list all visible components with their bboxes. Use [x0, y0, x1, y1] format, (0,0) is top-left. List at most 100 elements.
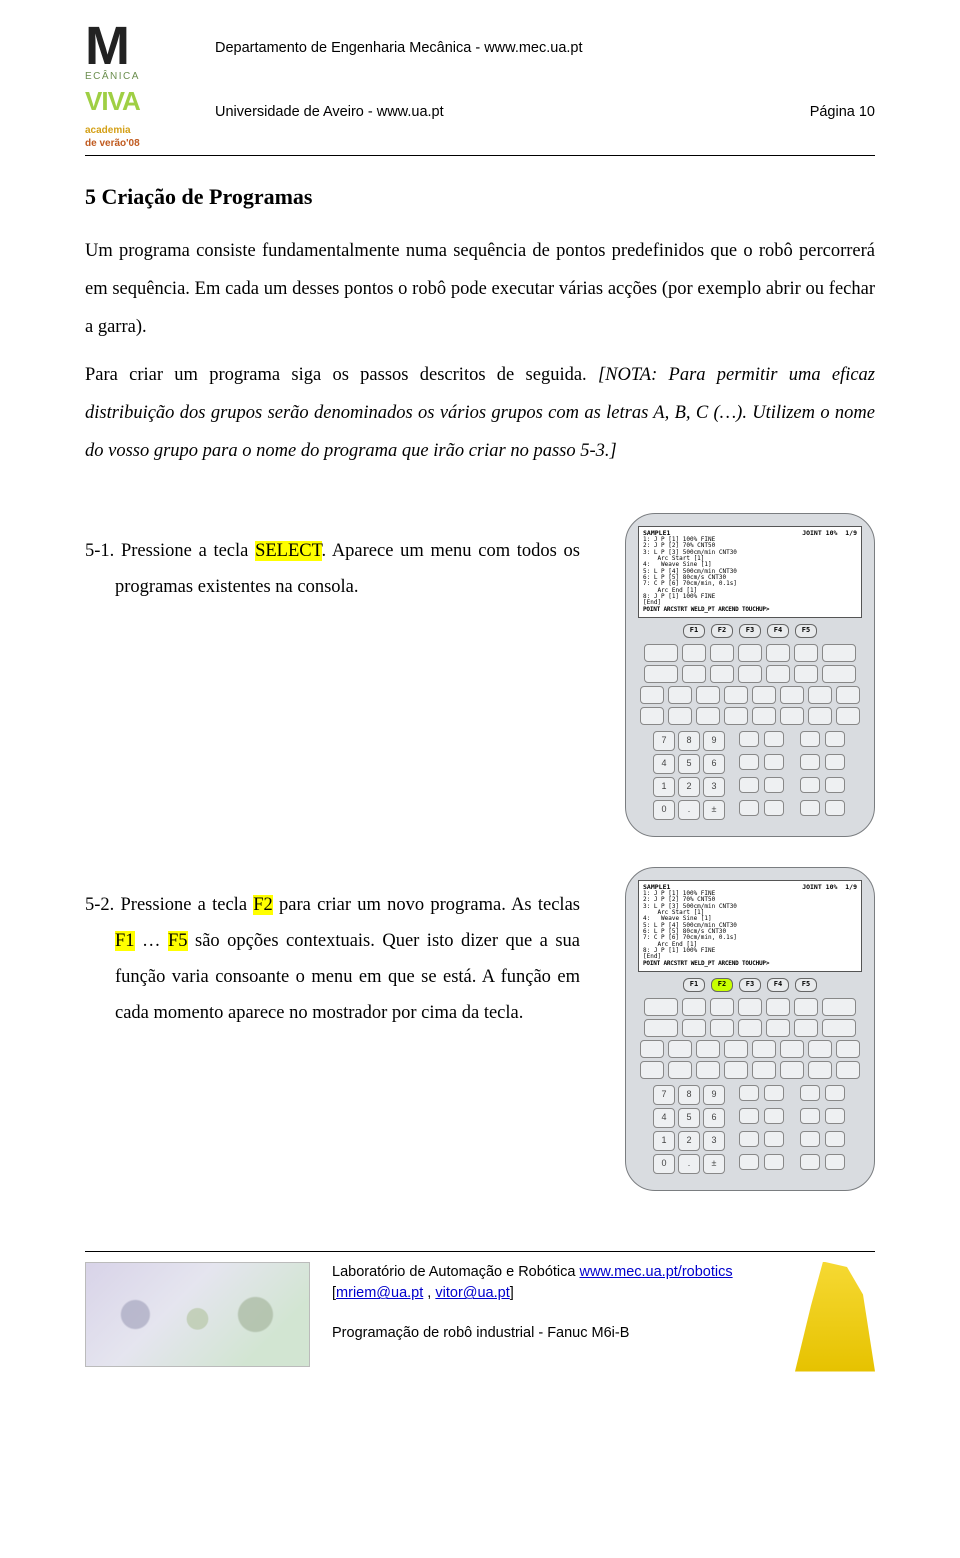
- footer-email-1[interactable]: mriem@ua.pt: [336, 1285, 423, 1301]
- jog-key: [825, 1131, 845, 1147]
- logo-viva-text: VIVA: [85, 82, 195, 121]
- page: M ECÂNICA VIVA academia de verão'08 Depa…: [0, 0, 960, 1392]
- screen-status: JOINT 10%: [802, 883, 837, 891]
- pendant-key: [724, 707, 748, 725]
- logo-block: M ECÂNICA VIVA academia de verão'08: [85, 30, 195, 151]
- header-department: Departamento de Engenharia Mecânica - ww…: [215, 38, 875, 60]
- pendant-key: [752, 1061, 776, 1079]
- pendant-key: [836, 1061, 860, 1079]
- pendant-key: [682, 665, 706, 683]
- jog-key: [800, 1085, 820, 1101]
- pendant-body: SAMPLE1 JOINT 10% 1/9 1: J P [1] 100% FI…: [625, 867, 875, 1191]
- logo-verao-text: de verão'08: [85, 136, 195, 151]
- jog-key: [825, 800, 845, 816]
- pendant-row-d: [638, 1061, 862, 1079]
- numpad-key: 5: [678, 754, 700, 774]
- numpad-key: 9: [703, 731, 725, 751]
- pendant-key: [710, 998, 734, 1016]
- pendant-key: [808, 707, 832, 725]
- fkey-f1: F1: [683, 978, 705, 992]
- pendant-key: [640, 1040, 664, 1058]
- pendant-key: [822, 1019, 856, 1037]
- pendant-key: [696, 1040, 720, 1058]
- step-5-1-row: 5-1. Pressione a tecla SELECT. Aparece u…: [85, 513, 875, 837]
- pendant-row-a: [638, 998, 862, 1016]
- step52-key-f2: F2: [253, 895, 273, 915]
- jog-key: [800, 777, 820, 793]
- jog-key: [764, 731, 784, 747]
- numpad-key: 4: [653, 754, 675, 774]
- pendant-key: [794, 1019, 818, 1037]
- footer-emails-close: ]: [510, 1285, 514, 1301]
- intro-para2-lead: Para criar um programa siga os passos de…: [85, 365, 598, 385]
- jog-key: [825, 1085, 845, 1101]
- fkey-f4: F4: [767, 978, 789, 992]
- jog-key: [764, 1154, 784, 1170]
- pendant-key: [836, 707, 860, 725]
- pendant-key: [808, 1040, 832, 1058]
- pendant-key: [794, 998, 818, 1016]
- footer-email-2[interactable]: vitor@ua.pt: [435, 1285, 509, 1301]
- step51-key-select: SELECT: [255, 541, 321, 561]
- pendant-screen: SAMPLE1 JOINT 10% 1/9 1: J P [1] 100% FI…: [638, 526, 862, 618]
- pendant-key: [640, 707, 664, 725]
- pendant-jog-block-2: [800, 731, 847, 820]
- numpad-key: 3: [703, 777, 725, 797]
- jog-key: [764, 1131, 784, 1147]
- numpad-key: 3: [703, 1131, 725, 1151]
- footer-lab-label: Laboratório de Automação e Robótica: [332, 1264, 579, 1280]
- jog-key: [764, 1108, 784, 1124]
- pendant-key: [766, 644, 790, 662]
- pendant-key: [794, 665, 818, 683]
- jog-key: [825, 754, 845, 770]
- pendant-key: [738, 998, 762, 1016]
- footer-robot-image: [795, 1262, 875, 1372]
- footer-lab-link[interactable]: www.mec.ua.pt/robotics: [579, 1264, 732, 1280]
- step52-mid2: …: [135, 931, 168, 951]
- numpad-key: 4: [653, 1108, 675, 1128]
- fkey-f5: F5: [795, 978, 817, 992]
- pendant-row-c: [638, 1040, 862, 1058]
- header-university: Universidade de Aveiro - www.ua.pt: [215, 102, 444, 124]
- pendant-row-b: [638, 1019, 862, 1037]
- pendant-key: [766, 998, 790, 1016]
- pendant-key: [644, 644, 678, 662]
- step-5-2-text: 5-2. Pressione a tecla F2 para criar um …: [85, 867, 580, 1031]
- pendant-numpad: 7 8 9 4 5 6 1 2 3 0 . ±: [653, 731, 725, 820]
- pendant-row-d: [638, 707, 862, 725]
- fkey-f3: F3: [739, 978, 761, 992]
- pendant-key: [644, 998, 678, 1016]
- numpad-key: 9: [703, 1085, 725, 1105]
- jog-key: [825, 731, 845, 747]
- jog-key: [800, 800, 820, 816]
- teach-pendant-figure-2: SAMPLE1 JOINT 10% 1/9 1: J P [1] 100% FI…: [625, 867, 875, 1191]
- jog-key: [739, 800, 759, 816]
- pendant-bottom-cluster: 7 8 9 4 5 6 1 2 3 0 . ±: [638, 1085, 862, 1174]
- header-rule: [85, 155, 875, 156]
- pendant-key: [682, 644, 706, 662]
- jog-key: [739, 731, 759, 747]
- screen-status: JOINT 10%: [802, 529, 837, 537]
- pendant-key: [682, 998, 706, 1016]
- step51-pre: 5-1. Pressione a tecla: [85, 541, 255, 561]
- numpad-key: 8: [678, 1085, 700, 1105]
- step52-key-f1: F1: [115, 931, 135, 951]
- intro-paragraph-1: Um programa consiste fundamentalmente nu…: [85, 233, 875, 347]
- screen-frac: 1/9: [845, 883, 857, 891]
- jog-key: [825, 777, 845, 793]
- screen-softkeys-row: POINT ARCSTRT WELD_PT ARCEND TOUCHUP>: [643, 607, 857, 614]
- pendant-key: [822, 998, 856, 1016]
- numpad-key: ±: [703, 1154, 725, 1174]
- jog-key: [764, 800, 784, 816]
- footer-emails-sep: ,: [423, 1285, 435, 1301]
- header-page-number: Página 10: [810, 102, 875, 124]
- header-text-block: Departamento de Engenharia Mecânica - ww…: [215, 30, 875, 124]
- pendant-key: [640, 1061, 664, 1079]
- jog-key: [800, 754, 820, 770]
- pendant-jog-block: [739, 731, 786, 820]
- pendant-jog-block-2: [800, 1085, 847, 1174]
- numpad-key: 6: [703, 1108, 725, 1128]
- pendant-key: [822, 644, 856, 662]
- pendant-bottom-cluster: 7 8 9 4 5 6 1 2 3 0 . ±: [638, 731, 862, 820]
- jog-key: [825, 1108, 845, 1124]
